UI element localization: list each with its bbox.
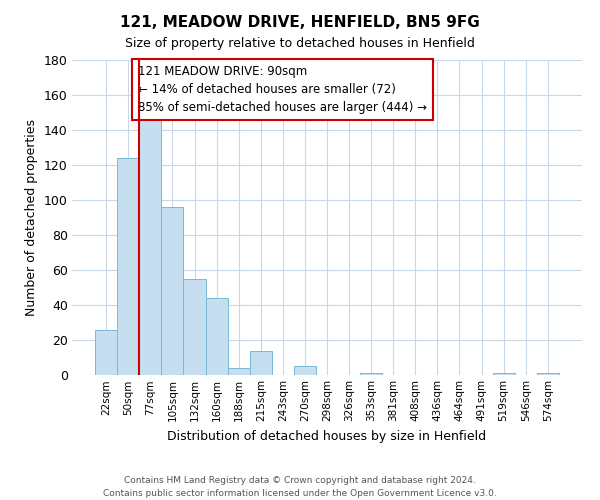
Bar bbox=[139, 118, 161, 375]
Text: 121, MEADOW DRIVE, HENFIELD, BN5 9FG: 121, MEADOW DRIVE, HENFIELD, BN5 9FG bbox=[120, 15, 480, 30]
Bar bbox=[117, 158, 139, 375]
Bar bbox=[161, 207, 184, 375]
Bar bbox=[184, 279, 206, 375]
X-axis label: Distribution of detached houses by size in Henfield: Distribution of detached houses by size … bbox=[167, 430, 487, 442]
Bar bbox=[206, 298, 227, 375]
Bar bbox=[537, 373, 559, 375]
Text: 121 MEADOW DRIVE: 90sqm
← 14% of detached houses are smaller (72)
85% of semi-de: 121 MEADOW DRIVE: 90sqm ← 14% of detache… bbox=[139, 64, 427, 114]
Bar bbox=[227, 368, 250, 375]
Bar bbox=[250, 350, 272, 375]
Bar bbox=[294, 366, 316, 375]
Bar bbox=[493, 373, 515, 375]
Text: Contains HM Land Registry data © Crown copyright and database right 2024.
Contai: Contains HM Land Registry data © Crown c… bbox=[103, 476, 497, 498]
Bar bbox=[95, 330, 117, 375]
Bar bbox=[360, 373, 382, 375]
Text: Size of property relative to detached houses in Henfield: Size of property relative to detached ho… bbox=[125, 38, 475, 51]
Y-axis label: Number of detached properties: Number of detached properties bbox=[25, 119, 38, 316]
